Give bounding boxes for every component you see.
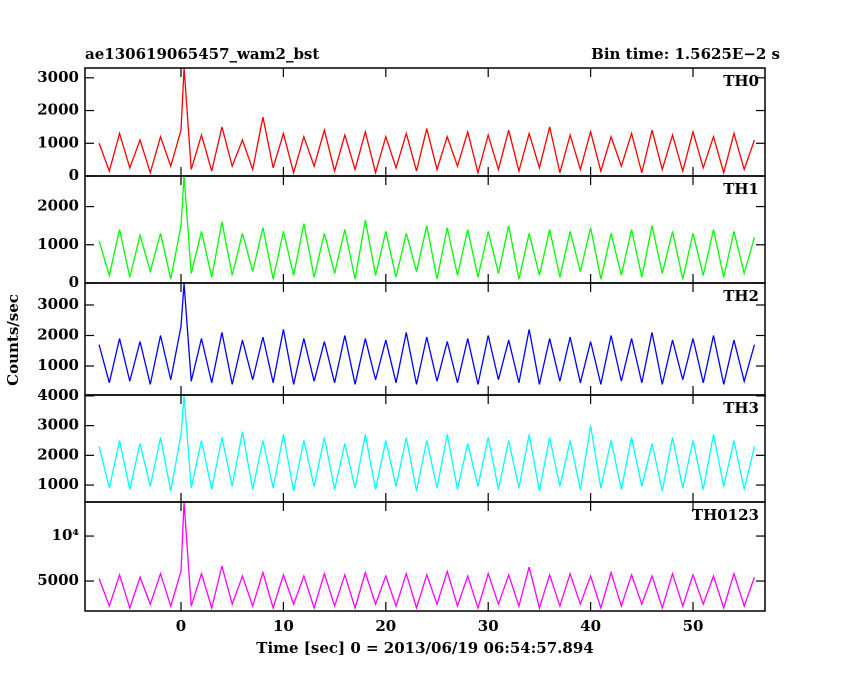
series-label: TH1: [723, 180, 759, 198]
series-line: [98, 395, 756, 492]
y-tick-label: 3000: [37, 295, 79, 313]
y-tick-label: 1000: [37, 475, 79, 493]
x-tick-label: 0: [176, 617, 186, 635]
y-tick-label: 0: [69, 273, 79, 291]
series-line: [98, 502, 756, 611]
series-label: TH0: [723, 72, 759, 90]
y-tick-label: 0: [69, 166, 79, 184]
x-axis-label: Time [sec] 0 = 2013/06/19 06:54:57.894: [256, 639, 593, 657]
y-tick-label: 1000: [37, 235, 79, 253]
y-tick-label: 2000: [37, 101, 79, 119]
x-tick-label: 20: [375, 617, 396, 635]
y-tick-label: 2000: [37, 197, 79, 215]
x-tick-label: 40: [580, 617, 601, 635]
y-tick-label: 3000: [37, 416, 79, 434]
x-tick-label: 50: [683, 617, 704, 635]
y-tick-label: 1000: [37, 356, 79, 374]
y-tick-label: 1000: [37, 133, 79, 151]
series-label: TH2: [723, 287, 759, 305]
series-line: [98, 176, 756, 280]
series-line: [98, 283, 756, 385]
panel-frame: [84, 501, 766, 612]
x-tick-label: 10: [273, 617, 294, 635]
x-tick-label: 30: [478, 617, 499, 635]
series-label: TH3: [723, 399, 759, 417]
series-label: TH0123: [692, 506, 759, 524]
chart-title: ae130619065457_wam2_bst: [85, 45, 319, 63]
y-tick-label: 5000: [37, 571, 79, 589]
series-line: [98, 68, 756, 176]
y-tick-label: 3000: [37, 68, 79, 86]
y-tick-label: 10⁴: [52, 526, 80, 544]
y-tick-label: 2000: [37, 325, 79, 343]
bin-time: Bin time: 1.5625E−2 s: [591, 45, 780, 63]
y-tick-label: 4000: [37, 386, 79, 404]
y-axis-label: Counts/sec: [4, 294, 22, 386]
y-tick-label: 2000: [37, 445, 79, 463]
